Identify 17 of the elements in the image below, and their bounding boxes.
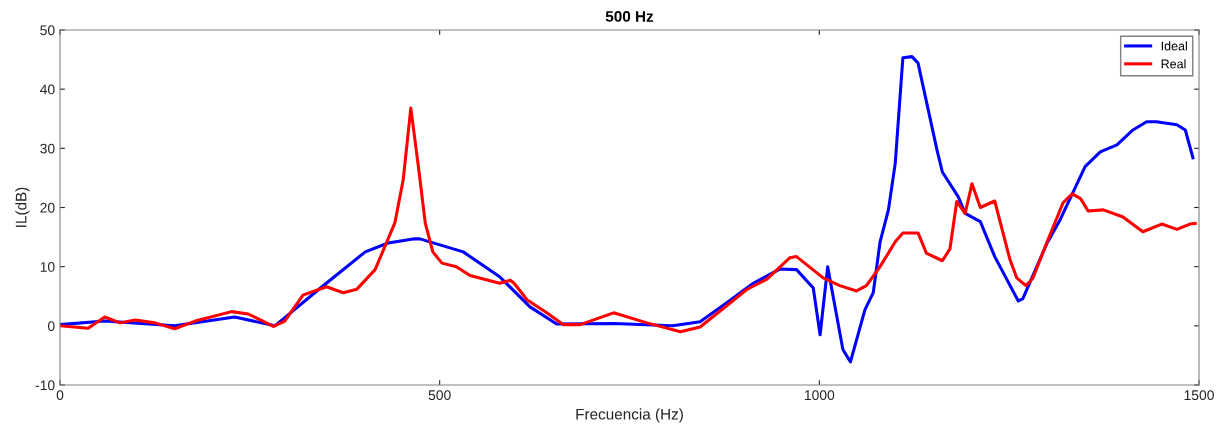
x-tick-label: 0 [56, 390, 64, 401]
y-tick-label: 30 [40, 143, 55, 154]
y-tick-label: -10 [35, 380, 55, 391]
y-tick-label: 20 [40, 202, 55, 213]
y-tick-label: 50 [40, 25, 55, 36]
y-tick-label: 40 [40, 84, 55, 95]
y-tick-label: 10 [40, 262, 55, 272]
x-axis-title: Frecuencia (Hz) [576, 408, 683, 423]
line-series [60, 106, 1197, 334]
x-tick-label: 1500 [1184, 390, 1214, 401]
x-tick-label: 1000 [804, 390, 835, 401]
y-axis-title: IL(dB) [15, 187, 30, 227]
legend-label: Real [1161, 59, 1186, 69]
y-tick-label: 0 [47, 321, 55, 331]
legend-label: Ideal [1161, 41, 1187, 51]
chart-title: 500 Hz [605, 11, 654, 22]
x-tick-label: 500 [428, 390, 451, 401]
